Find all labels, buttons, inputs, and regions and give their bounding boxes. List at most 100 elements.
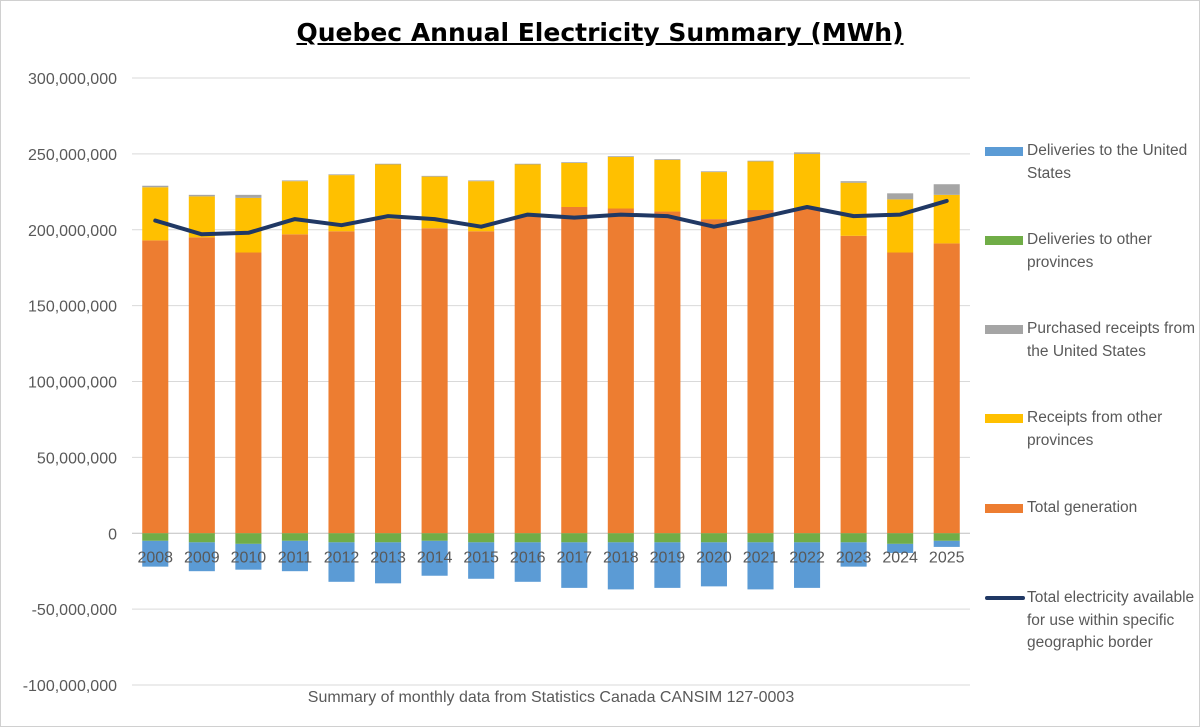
x-tick-label: 2024 bbox=[882, 549, 918, 566]
bar-total-generation-2016 bbox=[514, 216, 541, 534]
y-tick-label: 100,000,000 bbox=[28, 375, 117, 392]
bar-deliveries-to-other-provinces-2009 bbox=[188, 533, 215, 543]
bar-receipts-from-other-provinces-2018 bbox=[607, 156, 634, 209]
bar-deliveries-to-other-provinces-2016 bbox=[514, 533, 541, 543]
bar-deliveries-to-the-united-states-2016 bbox=[514, 542, 541, 582]
bar-deliveries-to-other-provinces-2015 bbox=[468, 533, 495, 543]
bar-total-generation-2014 bbox=[421, 228, 448, 534]
bar-purchased-receipts-from-the-united-states-2015 bbox=[468, 180, 495, 182]
bar-total-generation-2010 bbox=[235, 252, 262, 534]
bar-deliveries-to-other-provinces-2020 bbox=[700, 533, 727, 543]
bar-total-generation-2020 bbox=[700, 219, 727, 534]
legend-swatch-deliveries-provinces bbox=[985, 236, 1023, 245]
y-tick-label: 150,000,000 bbox=[28, 299, 117, 316]
bar-receipts-from-other-provinces-2017 bbox=[561, 162, 588, 207]
bar-deliveries-to-the-united-states-2022 bbox=[794, 542, 821, 588]
x-tick-label: 2021 bbox=[743, 549, 779, 566]
bar-deliveries-to-other-provinces-2019 bbox=[654, 533, 681, 543]
bar-purchased-receipts-from-the-united-states-2018 bbox=[607, 156, 634, 157]
bar-receipts-from-other-provinces-2016 bbox=[514, 164, 541, 217]
bar-total-generation-2025 bbox=[933, 243, 960, 534]
bar-purchased-receipts-from-the-united-states-2008 bbox=[142, 185, 169, 188]
legend-swatch-deliveries-us bbox=[985, 147, 1023, 156]
legend-swatch-receipts-provinces bbox=[985, 414, 1023, 423]
bar-deliveries-to-other-provinces-2023 bbox=[840, 533, 867, 543]
bar-deliveries-to-the-united-states-2018 bbox=[607, 542, 634, 590]
x-tick-label: 2013 bbox=[370, 549, 406, 566]
bar-purchased-receipts-from-the-united-states-2024 bbox=[887, 193, 914, 200]
bar-purchased-receipts-from-the-united-states-2016 bbox=[514, 163, 541, 165]
legend-swatch-purchased-us bbox=[985, 325, 1023, 334]
bar-total-generation-2008 bbox=[142, 240, 169, 534]
bar-deliveries-to-the-united-states-2011 bbox=[281, 540, 308, 572]
bar-receipts-from-other-provinces-2024 bbox=[887, 199, 914, 253]
y-tick-label: 200,000,000 bbox=[28, 223, 117, 240]
y-tick-label: 50,000,000 bbox=[37, 450, 117, 467]
bar-deliveries-to-other-provinces-2014 bbox=[421, 533, 448, 541]
bar-deliveries-to-the-united-states-2024 bbox=[887, 543, 914, 553]
bar-receipts-from-other-provinces-2020 bbox=[700, 172, 727, 220]
bar-total-generation-2021 bbox=[747, 210, 774, 534]
x-tick-label: 2025 bbox=[929, 549, 965, 566]
bar-purchased-receipts-from-the-united-states-2021 bbox=[747, 160, 774, 162]
bar-total-generation-2015 bbox=[468, 231, 495, 534]
x-tick-label: 2014 bbox=[417, 549, 453, 566]
bar-purchased-receipts-from-the-united-states-2023 bbox=[840, 181, 867, 183]
y-tick-label: 250,000,000 bbox=[28, 147, 117, 164]
bar-receipts-from-other-provinces-2021 bbox=[747, 161, 774, 211]
bar-receipts-from-other-provinces-2013 bbox=[375, 164, 402, 220]
x-tick-label: 2012 bbox=[324, 549, 360, 566]
y-tick-label: 300,000,000 bbox=[28, 71, 117, 88]
bar-receipts-from-other-provinces-2019 bbox=[654, 159, 681, 212]
bar-deliveries-to-other-provinces-2013 bbox=[375, 533, 402, 543]
bar-receipts-from-other-provinces-2010 bbox=[235, 197, 262, 253]
bar-receipts-from-other-provinces-2022 bbox=[794, 153, 821, 209]
legend-label-deliveries-us: Deliveries to the United States bbox=[1027, 142, 1188, 182]
bar-deliveries-to-other-provinces-2008 bbox=[142, 533, 169, 541]
bar-receipts-from-other-provinces-2008 bbox=[142, 187, 169, 241]
bar-receipts-from-other-provinces-2011 bbox=[281, 181, 308, 235]
bar-deliveries-to-the-united-states-2015 bbox=[468, 542, 495, 579]
x-tick-label: 2018 bbox=[603, 549, 639, 566]
bar-deliveries-to-the-united-states-2017 bbox=[561, 542, 588, 588]
bar-deliveries-to-other-provinces-2025 bbox=[933, 533, 960, 541]
y-tick-label: -100,000,000 bbox=[23, 678, 117, 695]
legend-label-total-available: Total electricity available for use with… bbox=[1027, 589, 1195, 651]
bar-total-generation-2018 bbox=[607, 208, 634, 534]
x-tick-label: 2011 bbox=[278, 549, 313, 566]
bar-deliveries-to-the-united-states-2009 bbox=[188, 542, 215, 572]
x-tick-label: 2023 bbox=[836, 549, 872, 566]
x-tick-label: 2017 bbox=[556, 549, 592, 566]
bar-total-generation-2017 bbox=[561, 206, 588, 534]
bar-deliveries-to-other-provinces-2012 bbox=[328, 533, 355, 543]
x-tick-label: 2009 bbox=[184, 549, 220, 566]
legend-label-purchased-us: Purchased receipts from the United State… bbox=[1027, 320, 1195, 360]
bar-deliveries-to-other-provinces-2021 bbox=[747, 533, 774, 543]
bar-total-generation-2011 bbox=[281, 234, 308, 534]
legend-label-deliveries-provinces: Deliveries to other provinces bbox=[1027, 231, 1152, 271]
bar-deliveries-to-the-united-states-2012 bbox=[328, 542, 355, 582]
bar-deliveries-to-other-provinces-2010 bbox=[235, 533, 262, 544]
x-tick-label: 2022 bbox=[789, 549, 825, 566]
x-tick-label: 2015 bbox=[463, 549, 499, 566]
x-tick-label: 2008 bbox=[137, 549, 173, 566]
x-tick-label: 2010 bbox=[231, 549, 267, 566]
bar-purchased-receipts-from-the-united-states-2017 bbox=[561, 162, 588, 163]
y-tick-label: -50,000,000 bbox=[32, 602, 118, 619]
chart-title: Quebec Annual Electricity Summary (MWh) bbox=[296, 18, 904, 47]
bar-total-generation-2013 bbox=[375, 219, 402, 534]
bar-purchased-receipts-from-the-united-states-2025 bbox=[933, 184, 960, 195]
bar-purchased-receipts-from-the-united-states-2020 bbox=[700, 171, 727, 173]
bar-deliveries-to-the-united-states-2020 bbox=[700, 542, 727, 587]
bar-deliveries-to-the-united-states-2025 bbox=[933, 540, 960, 547]
bar-purchased-receipts-from-the-united-states-2010 bbox=[235, 194, 262, 198]
bar-deliveries-to-other-provinces-2011 bbox=[281, 533, 308, 541]
x-axis-caption: Summary of monthly data from Statistics … bbox=[307, 689, 795, 706]
bar-purchased-receipts-from-the-united-states-2013 bbox=[375, 163, 402, 165]
bar-purchased-receipts-from-the-united-states-2019 bbox=[654, 159, 681, 160]
bar-deliveries-to-the-united-states-2023 bbox=[840, 542, 867, 567]
line-total-electricity-available-for-use-within-specific-geographic-border bbox=[153, 198, 949, 237]
bar-deliveries-to-the-united-states-2021 bbox=[747, 542, 774, 590]
bar-deliveries-to-the-united-states-2013 bbox=[375, 542, 402, 584]
